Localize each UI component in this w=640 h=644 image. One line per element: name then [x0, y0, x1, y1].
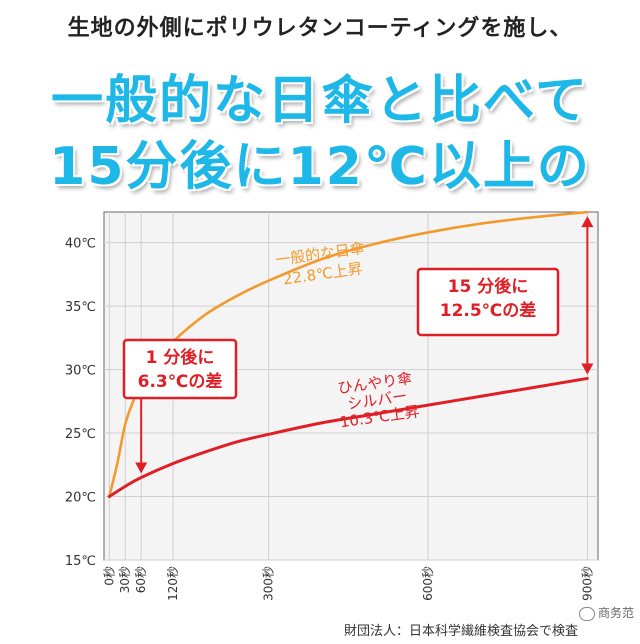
x-tick-label-300: 300秒: [262, 566, 276, 601]
y-tick-label-15: 15℃: [65, 554, 96, 569]
callout-1min-text-1: 6.3℃の差: [138, 371, 223, 392]
x-axis: 0秒 30秒 60秒 120秒 300秒 600秒 900秒: [102, 566, 594, 601]
y-tick-label-35: 35℃: [65, 300, 96, 315]
x-tick-label-900: 900秒: [580, 566, 594, 601]
y-tick-label-40: 40℃: [65, 237, 96, 252]
chat-bubble-icon: [578, 606, 595, 621]
series-line-general-umbrella: [108, 210, 589, 498]
series-group: [107, 210, 589, 499]
source-note: 財団法人：日本科学繊維検査協会で検査: [343, 624, 578, 639]
diff-arrow-head-bottom-0: [135, 462, 148, 474]
callout-15min-box: [416, 267, 560, 337]
callout-15min-text-0: 15 分後に: [448, 276, 529, 297]
diff-arrow-head-bottom-1: [581, 363, 594, 375]
x-tick-label-60: 60秒: [134, 566, 148, 593]
grid: [104, 212, 598, 561]
x-tick-label-30: 30秒: [118, 566, 132, 593]
callout-1min-box: [122, 338, 238, 400]
callout-15min-text-1: 12.5℃の差: [440, 300, 537, 321]
watermark-text: 商务范: [597, 606, 634, 620]
x-tick-label-120: 120秒: [166, 566, 180, 601]
subtitle: 生地の外側にポリウレタンコーティングを施し、: [67, 16, 573, 41]
headline-line-1: 一般的な日傘と比べて: [51, 71, 589, 131]
y-tick-label-20: 20℃: [65, 491, 96, 506]
watermark: 商务范: [578, 604, 634, 621]
y-tick-label-25: 25℃: [65, 427, 96, 442]
diff-arrow-head-top-1: [581, 216, 594, 228]
y-tick-label-30: 30℃: [65, 364, 96, 379]
x-tick-label-0: 0秒: [102, 566, 116, 586]
y-axis: 15℃ 20℃ 25℃ 30℃ 35℃ 40℃: [65, 237, 96, 569]
series-line-cool-umbrella: [107, 376, 589, 499]
x-tick-label-600: 600秒: [421, 566, 435, 601]
callout-1min-text-0: 1 分後に: [146, 347, 215, 368]
